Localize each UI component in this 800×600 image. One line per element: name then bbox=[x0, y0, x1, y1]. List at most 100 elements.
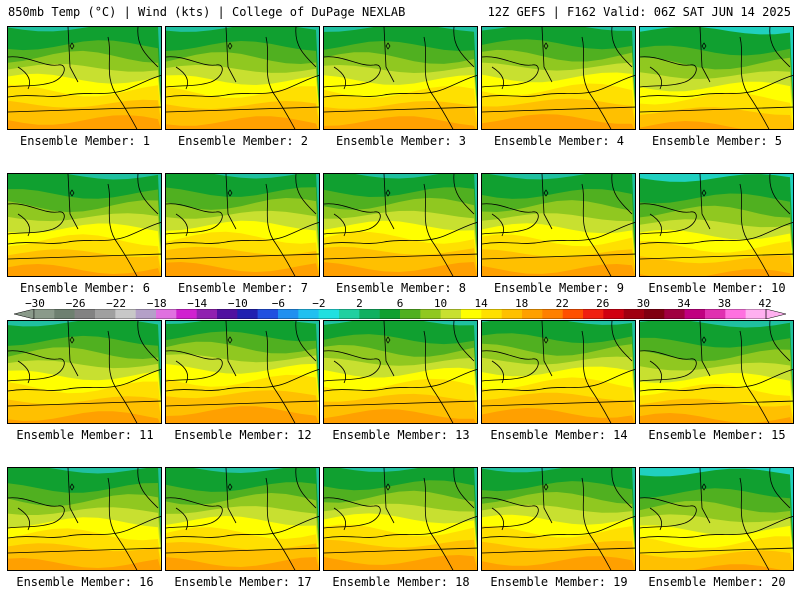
ensemble-map-panel bbox=[323, 173, 478, 277]
colorbar-swatch bbox=[135, 309, 157, 319]
ensemble-map-panel bbox=[481, 173, 636, 277]
map-boundary-line bbox=[8, 547, 161, 554]
ensemble-member-label: Ensemble Member: 5 bbox=[651, 134, 783, 148]
map-boundary-line bbox=[166, 253, 319, 260]
temperature-map bbox=[482, 468, 635, 570]
map-boundary-line bbox=[739, 183, 770, 276]
temperature-band bbox=[166, 557, 319, 570]
map-boundary-line bbox=[482, 253, 635, 260]
header-title: 850mb Temp (°C) | Wind (kts) | College o… bbox=[8, 5, 406, 19]
station-marker bbox=[543, 42, 549, 50]
ensemble-member-label: Ensemble Member: 12 bbox=[174, 428, 312, 442]
map-boundary-line bbox=[739, 330, 770, 423]
map-boundary-line bbox=[640, 516, 793, 539]
temperature-map bbox=[166, 27, 319, 129]
temperature-map bbox=[640, 321, 793, 423]
map-boundary-line bbox=[166, 547, 319, 554]
temperature-map bbox=[324, 174, 477, 276]
map-boundary-line bbox=[482, 350, 539, 382]
colorbar-swatch bbox=[725, 309, 746, 319]
map-boundary-line bbox=[383, 27, 395, 83]
temperature-band bbox=[640, 550, 793, 570]
map-boundary-line bbox=[324, 75, 477, 98]
colorbar-swatch bbox=[461, 309, 482, 319]
map-boundary-line bbox=[17, 360, 31, 384]
ensemble-map-panel bbox=[165, 320, 320, 424]
colorbar-tick-label: 26 bbox=[596, 297, 610, 310]
map-boundary-line bbox=[166, 497, 223, 529]
colorbar-tick-label: −22 bbox=[106, 297, 127, 310]
map-boundary-line bbox=[581, 183, 612, 276]
ensemble-map-panel bbox=[165, 467, 320, 571]
temperature-map bbox=[482, 27, 635, 129]
station-marker bbox=[543, 336, 549, 344]
colorbar-swatch bbox=[684, 309, 706, 319]
map-boundary-line bbox=[640, 253, 793, 260]
map-boundary-line bbox=[649, 213, 663, 237]
ensemble-member-label: Ensemble Member: 16 bbox=[16, 575, 154, 589]
colorbar-tick-label: −30 bbox=[25, 297, 45, 310]
map-boundary-line bbox=[137, 27, 159, 68]
ensemble-member-label: Ensemble Member: 9 bbox=[493, 281, 625, 295]
map-boundary-line bbox=[175, 66, 189, 90]
colorbar-swatch bbox=[542, 309, 563, 319]
map-boundary-line bbox=[107, 183, 138, 276]
map-boundary-line bbox=[67, 468, 79, 524]
colorbar-tick-label: −18 bbox=[146, 297, 167, 310]
temperature-map bbox=[482, 174, 635, 276]
ensemble-map-panel bbox=[7, 26, 162, 130]
temperature-band bbox=[640, 121, 791, 129]
map-boundary-line bbox=[333, 507, 347, 531]
colorbar-tick-label: 18 bbox=[515, 297, 529, 310]
map-boundary-line bbox=[8, 75, 161, 98]
map-boundary-line bbox=[107, 36, 138, 129]
map-boundary-line bbox=[324, 106, 477, 113]
map-boundary-line bbox=[453, 321, 475, 362]
map-boundary-line bbox=[699, 27, 711, 83]
map-boundary-line bbox=[482, 547, 635, 554]
map-boundary-line bbox=[739, 477, 770, 570]
station-marker bbox=[385, 42, 391, 50]
map-boundary-line bbox=[581, 36, 612, 129]
ensemble-map-panel bbox=[639, 26, 794, 130]
map-boundary-line bbox=[175, 360, 189, 384]
colorbar-swatch bbox=[664, 309, 685, 319]
temperature-band bbox=[482, 264, 635, 276]
colorbar-swatch bbox=[217, 309, 238, 319]
map-boundary-line bbox=[295, 321, 317, 362]
colorbar-swatch bbox=[196, 309, 218, 319]
colorbar-swatch bbox=[644, 309, 665, 319]
ensemble-member-label: Ensemble Member: 10 bbox=[648, 281, 786, 295]
map-boundary-line bbox=[295, 174, 317, 215]
colorbar-tick-label: −2 bbox=[312, 297, 326, 310]
map-boundary-line bbox=[324, 547, 477, 554]
colorbar-tick-label: 38 bbox=[717, 297, 732, 310]
colorbar-left-arrow bbox=[14, 309, 35, 319]
station-marker bbox=[701, 336, 707, 344]
colorbar-swatch bbox=[95, 309, 116, 319]
map-boundary-line bbox=[8, 400, 161, 407]
ensemble-map-panel bbox=[481, 467, 636, 571]
map-boundary-line bbox=[649, 507, 663, 531]
temperature-band bbox=[324, 262, 477, 276]
ensemble-map-panel bbox=[7, 320, 162, 424]
map-boundary-line bbox=[640, 497, 697, 529]
temperature-map bbox=[166, 174, 319, 276]
map-boundary-line bbox=[333, 213, 347, 237]
map-boundary-line bbox=[8, 516, 161, 539]
colorbar-swatch bbox=[318, 309, 340, 319]
map-boundary-line bbox=[482, 400, 635, 407]
colorbar-tick-label: −14 bbox=[187, 297, 208, 310]
colorbar-swatch bbox=[745, 309, 767, 319]
map-boundary-line bbox=[541, 174, 553, 230]
map-boundary-line bbox=[453, 468, 475, 509]
map-boundary-line bbox=[8, 497, 65, 529]
colorbar-swatch bbox=[481, 309, 502, 319]
colorbar-tick-label: −10 bbox=[227, 297, 248, 310]
map-boundary-line bbox=[640, 350, 697, 382]
map-boundary-line bbox=[640, 547, 793, 554]
colorbar-swatch bbox=[583, 309, 604, 319]
map-boundary-line bbox=[8, 350, 65, 382]
colorbar-tick-label: 22 bbox=[555, 297, 569, 310]
temperature-map bbox=[166, 468, 319, 570]
